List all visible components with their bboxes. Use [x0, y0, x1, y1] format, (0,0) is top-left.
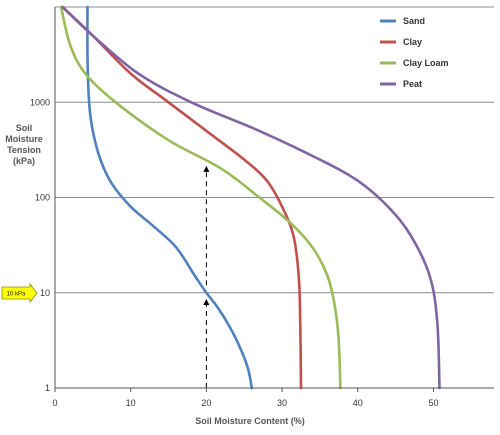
- x-tick-label: 50: [428, 398, 438, 408]
- axes: 1 10 100 1000 0 10 20 30 40 50: [30, 7, 494, 408]
- series-line-clay-loam: [59, 5, 342, 390]
- x-axis-title: Soil Moisture Content (%): [195, 416, 305, 426]
- ten-kpa-marker-arrow: [1, 282, 38, 304]
- y-tick-label: 100: [35, 193, 50, 203]
- legend-label: Sand: [403, 16, 425, 26]
- ten-kpa-marker: 10 kPa: [1, 282, 38, 304]
- y-axis-title-line-3: Tension: [7, 145, 41, 155]
- ten-kpa-marker-label: 10 kPa: [7, 292, 26, 298]
- series-line-sand: [86, 5, 254, 390]
- x-tick-label: 30: [277, 398, 287, 408]
- y-axis-title: Soil Moisture Tension (kPa): [5, 123, 43, 166]
- y-tick-label: 1: [45, 383, 50, 393]
- y-axis-title-line-2: Moisture: [5, 134, 43, 144]
- y-axis-title-line-1: Soil: [16, 123, 33, 133]
- x-tick-label: 20: [201, 398, 211, 408]
- x-tick-label: 10: [126, 398, 136, 408]
- legend-label: Clay: [403, 37, 422, 47]
- y-tick-label: 10: [40, 288, 50, 298]
- series-line-peat: [61, 5, 441, 390]
- x-tick-label: 40: [353, 398, 363, 408]
- legend-label: Clay Loam: [403, 58, 449, 68]
- series-lines: [59, 5, 441, 390]
- legend: Sand Clay Clay Loam Peat: [380, 16, 449, 89]
- y-axis-title-line-4: (kPa): [13, 156, 35, 166]
- legend-label: Peat: [403, 79, 422, 89]
- y-tick-label: 1000: [30, 97, 50, 107]
- series-line-clay: [61, 5, 303, 390]
- x-tick-label: 0: [52, 398, 57, 408]
